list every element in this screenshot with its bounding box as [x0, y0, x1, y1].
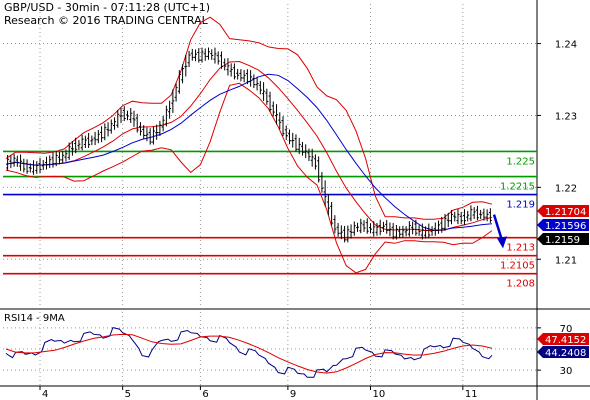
price-box-label: 1.2159 — [545, 235, 580, 246]
x-tick-label: 11 — [465, 389, 478, 400]
rsi-value-box — [537, 346, 589, 358]
bollinger-middle — [5, 60, 493, 231]
rsi-panel-label: RSI14 - 9MA — [4, 313, 65, 324]
rsi-ma-line — [5, 333, 493, 374]
y-tick-label: 1.24 — [555, 40, 577, 51]
forecast-arrow-head — [497, 236, 507, 249]
rsi-value-box — [537, 333, 589, 345]
price-box — [537, 205, 589, 217]
level-label: 1.208 — [506, 279, 535, 290]
bollinger-lower — [5, 82, 493, 274]
rsi-value-label: 44.2408 — [545, 348, 586, 359]
chart-title: GBP/USD - 30min - 07:11:28 (UTC+1) — [4, 1, 211, 14]
level-label: 1.219 — [506, 200, 535, 211]
x-tick-label: 4 — [42, 389, 48, 400]
x-tick-label: 10 — [373, 389, 386, 400]
price-box — [537, 219, 589, 231]
y-tick-label: 1.23 — [555, 111, 577, 122]
level-label: 1.213 — [506, 243, 535, 254]
price-box — [537, 233, 589, 245]
x-tick-label: 5 — [125, 389, 131, 400]
price-box-label: 1.21704 — [545, 207, 586, 218]
bollinger-upper — [5, 16, 493, 220]
moving-average — [5, 73, 493, 231]
rsi-tick-label: 70 — [560, 324, 573, 335]
level-label: 1.2215 — [500, 182, 535, 193]
rsi-tick-label: 30 — [560, 366, 573, 377]
level-label: 1.2105 — [500, 261, 535, 272]
level-label: 1.225 — [506, 156, 535, 167]
rsi-line — [5, 327, 493, 378]
y-tick-label: 1.21 — [555, 255, 577, 266]
rsi-value-label: 47.4152 — [545, 335, 586, 346]
y-tick-label: 1.22 — [555, 183, 577, 194]
x-tick-label: 9 — [290, 389, 296, 400]
chart-copyright: Research © 2016 TRADING CENTRAL — [4, 14, 208, 27]
x-tick-label: 6 — [202, 389, 208, 400]
forecast-arrow-shaft — [492, 214, 504, 241]
price-box-label: 1.21596 — [545, 221, 586, 232]
